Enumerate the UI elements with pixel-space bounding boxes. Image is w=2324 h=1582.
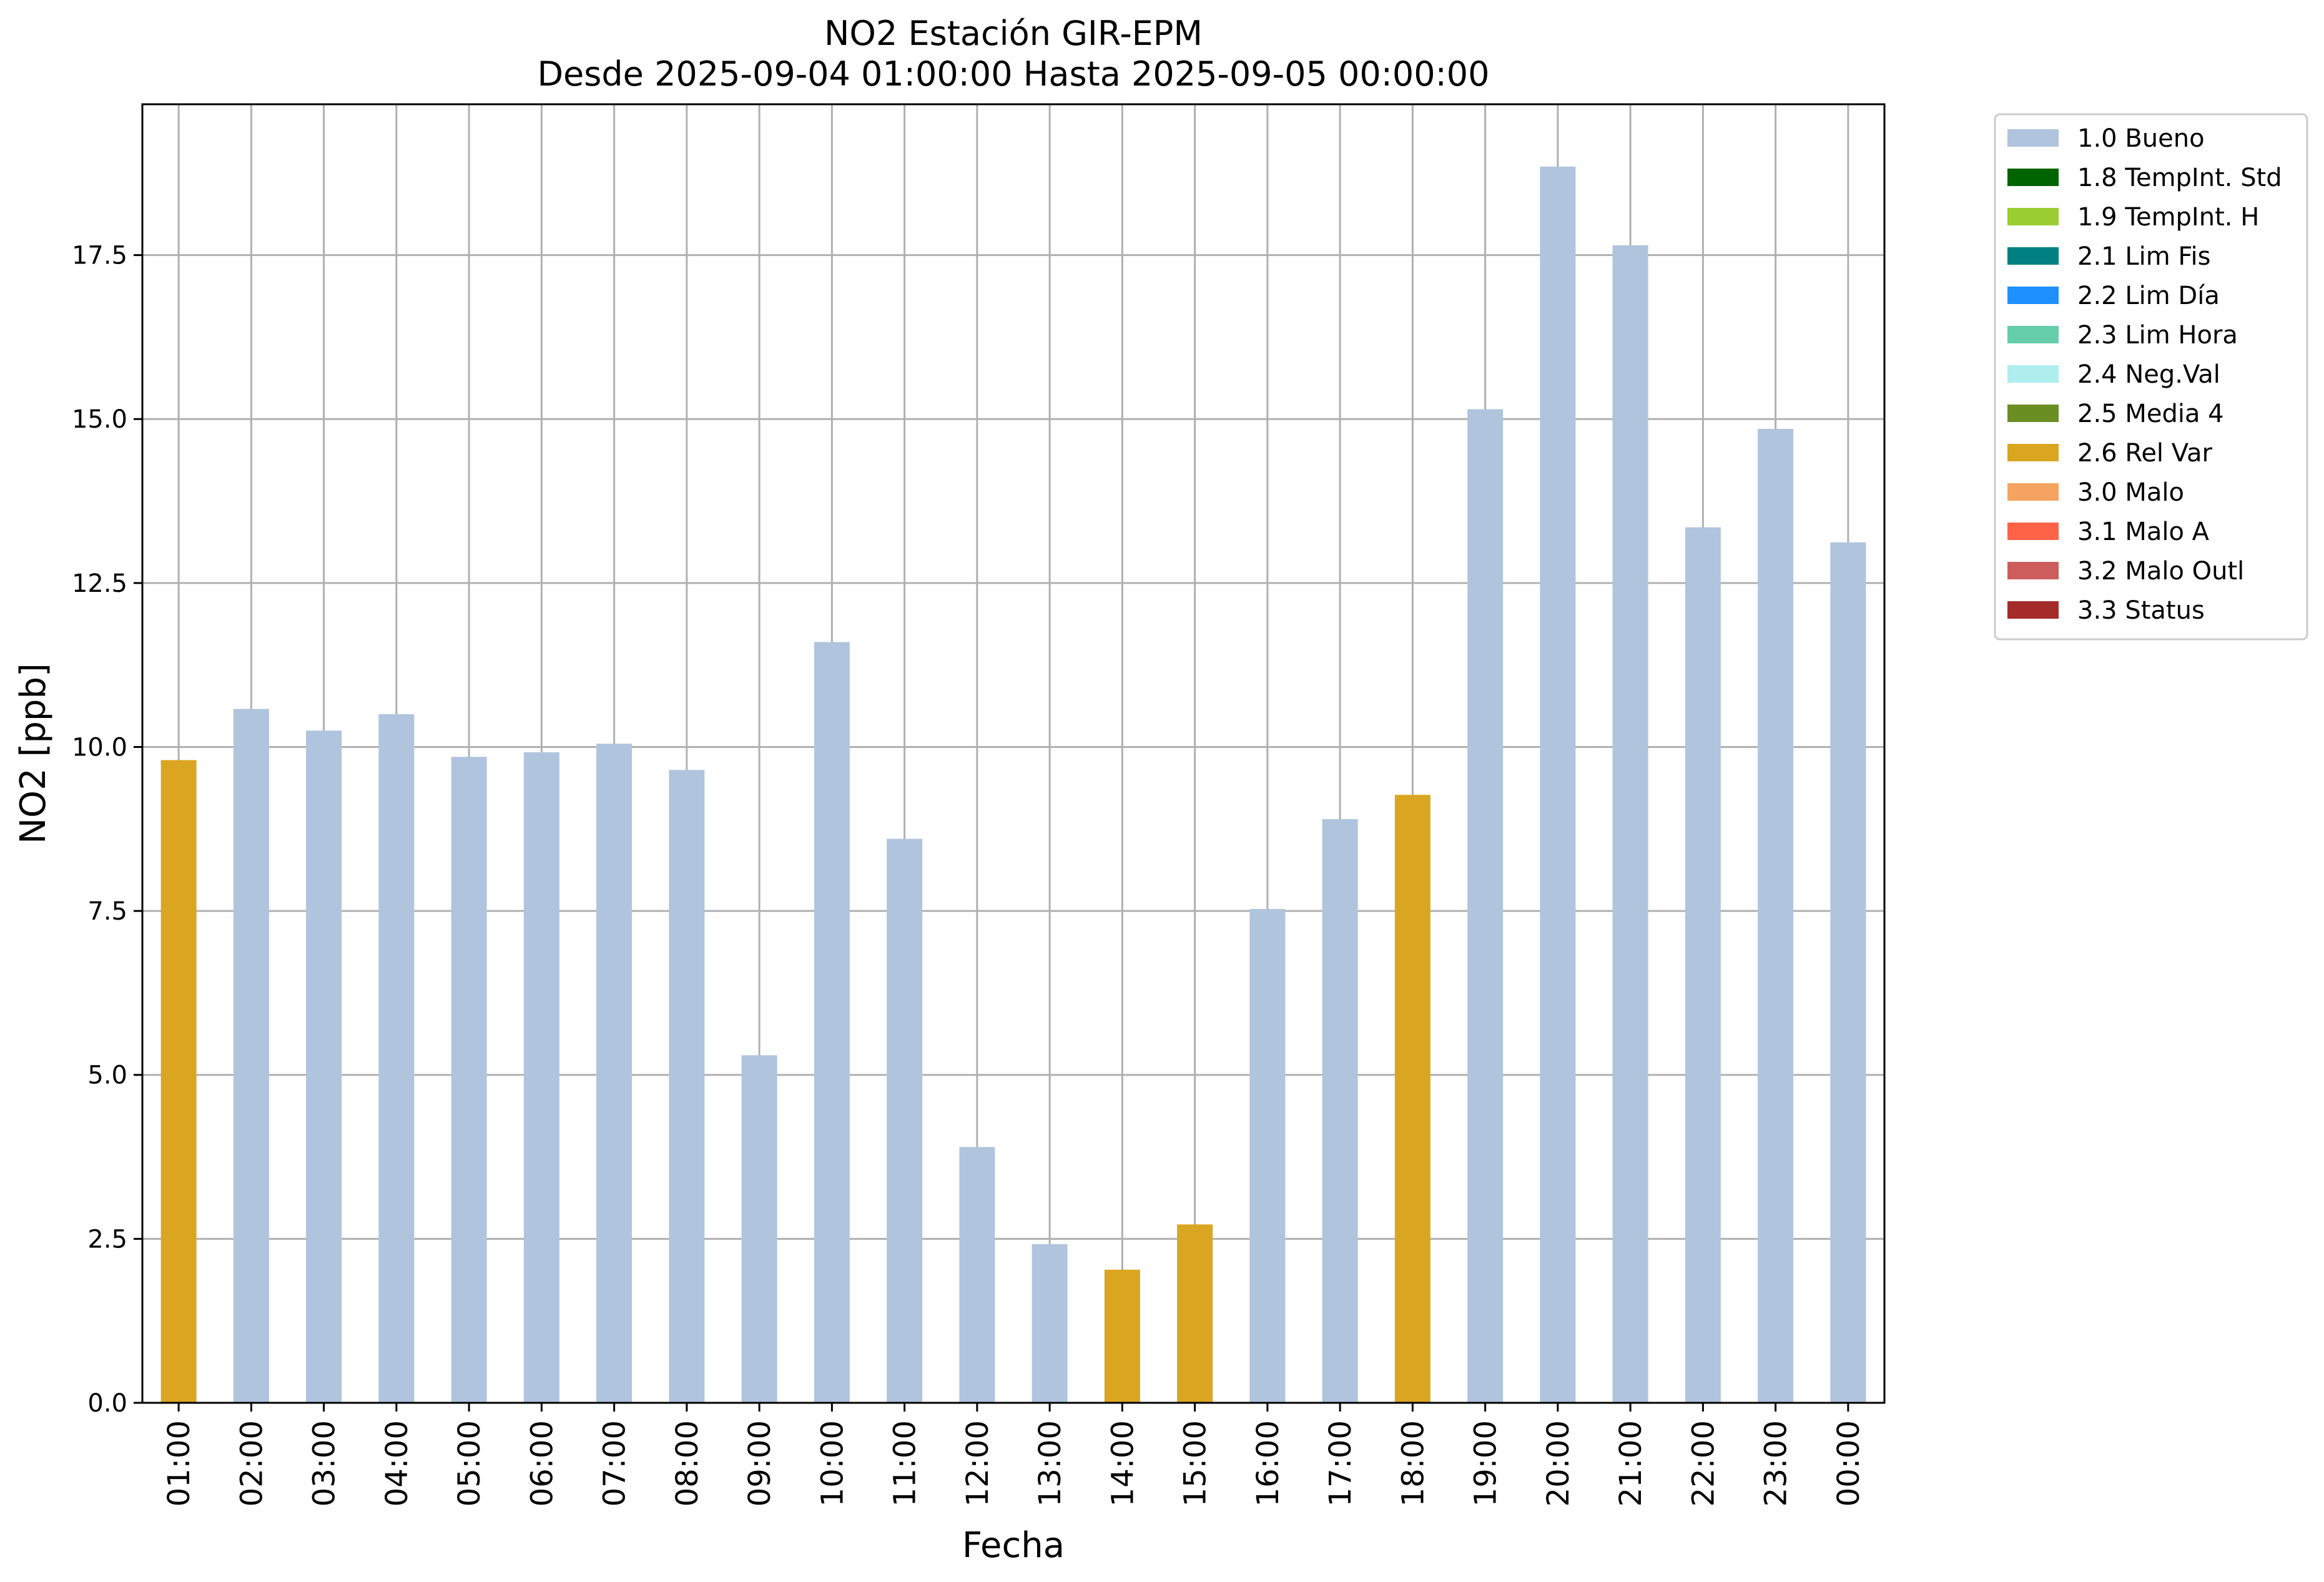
legend-swatch [2007,129,2059,147]
legend-label: 3.0 Malo [2077,478,2184,507]
legend-label: 2.2 Lim Día [2077,282,2220,310]
x-tick-label: 09:00 [742,1420,777,1506]
legend-frame [1994,113,2308,641]
x-tick-label: 08:00 [670,1420,705,1506]
legend-swatch [2007,326,2059,343]
y-tick-label: 10.0 [72,733,127,762]
x-tick-label: 23:00 [1759,1420,1794,1506]
bar [523,752,559,1403]
x-tick-label: 05:00 [452,1420,487,1506]
legend-label: 2.6 Rel Var [2077,439,2213,468]
x-tick-label: 01:00 [162,1420,197,1506]
x-tick-label: 16:00 [1251,1420,1286,1506]
x-tick-label: 20:00 [1541,1420,1576,1506]
legend-swatch [2007,169,2059,186]
y-tick-label: 12.5 [72,569,127,598]
x-tick-label: 03:00 [307,1420,342,1506]
legend-swatch [2007,405,2059,422]
x-tick-label: 10:00 [815,1420,850,1506]
y-axis-label: NO2 [ppb] [13,663,54,844]
legend-label: 2.1 Lim Fis [2077,242,2210,271]
bar [1830,542,1866,1403]
bars [160,166,1866,1403]
y-tick-label: 0.0 [87,1389,127,1418]
bar [451,757,487,1403]
x-tick-label: 00:00 [1831,1420,1866,1506]
bar [1758,429,1794,1403]
legend-swatch [2007,562,2059,579]
legend-swatch [2007,365,2059,383]
y-tick-label: 7.5 [87,897,127,926]
x-tick-label: 22:00 [1686,1420,1721,1506]
y-ticks: 0.0 2.5 5.0 7.5 10.0 12.5 15.0 17.5 [72,242,142,1418]
legend: 1.0 Bueno 1.8 TempInt. Std 1.9 TempInt. H 2… [1994,113,2308,641]
y-tick-label: 15.0 [72,405,127,434]
bar [378,714,415,1403]
legend-label: 3.2 Malo Outl [2077,557,2244,586]
bar [1394,795,1430,1403]
bar [1540,166,1576,1403]
bar [233,709,269,1403]
legend-label: 2.3 Lim Hora [2077,321,2238,350]
bar [160,760,197,1403]
legend-label: 2.5 Media 4 [2077,400,2224,428]
x-tick-label: 18:00 [1396,1420,1430,1506]
y-tick-label: 17.5 [72,242,127,270]
legend-swatch [2007,247,2059,265]
x-tick-label: 13:00 [1033,1420,1068,1506]
x-axis-label: Fecha [962,1525,1065,1566]
x-tick-label: 19:00 [1469,1420,1504,1506]
chart-title: NO2 Estación GIR-EPM [824,14,1203,53]
legend-swatch [2007,483,2059,501]
y-tick-label: 2.5 [87,1225,127,1254]
legend-label: 2.4 Neg.Val [2077,360,2220,389]
bar [669,770,705,1403]
x-tick-label: 17:00 [1323,1420,1358,1506]
bar [741,1055,777,1403]
bar [814,642,850,1403]
bar [1322,819,1358,1403]
x-tick-label: 02:00 [234,1420,269,1506]
x-tick-label: 15:00 [1178,1420,1213,1506]
chart-subtitle: Desde 2025-09-04 01:00:00 Hasta 2025-09-… [537,54,1489,94]
legend-label: 1.0 Bueno [2077,124,2205,153]
x-tick-label: 06:00 [524,1420,559,1506]
bar [1032,1244,1068,1403]
bar [1177,1224,1213,1403]
bar [596,744,633,1403]
x-tick-label: 11:00 [888,1420,923,1506]
legend-swatch [2007,601,2059,619]
plot-frame [141,103,1886,1404]
y-tick-label: 5.0 [87,1061,127,1090]
legend-swatch [2007,444,2059,461]
bar [1685,527,1721,1403]
legend-label: 3.1 Malo A [2077,518,2210,546]
legend-label: 1.9 TempInt. H [2077,203,2259,232]
bar [1104,1269,1140,1403]
legend-swatch [2007,208,2059,225]
bar [1467,409,1504,1403]
bar [1612,245,1648,1403]
legend-label: 3.3 Status [2077,596,2205,625]
legend-label: 1.8 TempInt. Std [2077,164,2282,192]
bar [959,1147,995,1403]
legend-swatch [2007,287,2059,304]
bar [306,730,342,1403]
bar [887,838,923,1403]
x-tick-label: 14:00 [1105,1420,1140,1506]
legend-swatch [2007,523,2059,540]
x-tick-label: 21:00 [1613,1420,1648,1506]
x-ticks: 01:00 02:00 03:00 04:00 05:00 06:00 07:00 08:00… [162,1403,1866,1506]
x-tick-label: 07:00 [598,1420,633,1506]
x-tick-label: 12:00 [960,1420,995,1506]
x-tick-label: 04:00 [380,1420,415,1506]
bar [1249,908,1286,1403]
